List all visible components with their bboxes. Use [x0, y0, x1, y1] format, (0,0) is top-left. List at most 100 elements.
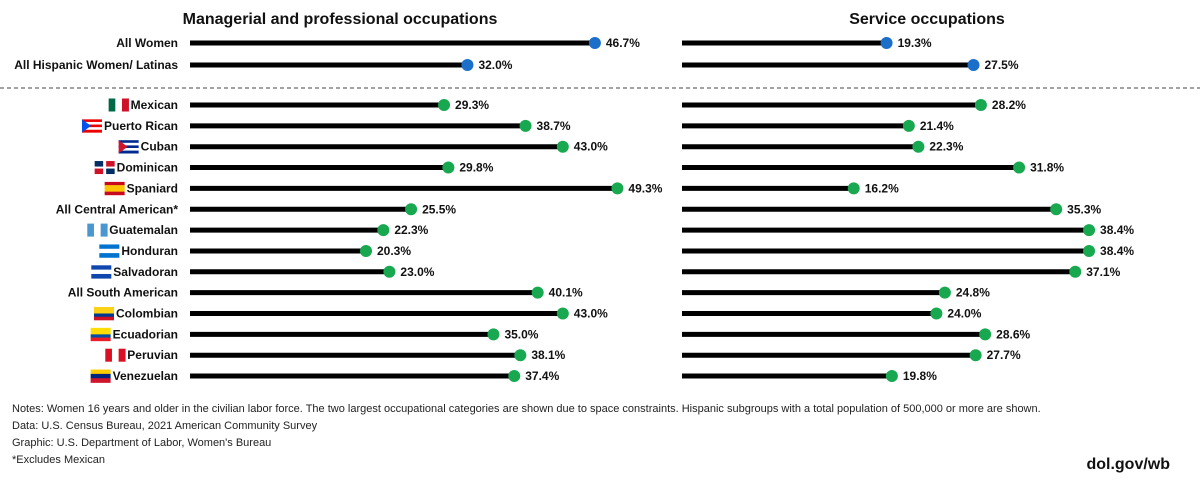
data-label: 46.7%: [606, 36, 640, 50]
data-label: 20.3%: [377, 244, 411, 258]
category-label: Colombian: [116, 307, 178, 321]
data-point: [1083, 224, 1096, 237]
data-point: [556, 307, 569, 320]
panel-title: Service occupations: [849, 11, 1005, 28]
data-label: 32.0%: [478, 58, 512, 72]
chart-row: Cuban 43.0% 22.3%: [141, 140, 964, 154]
category-label: All Central American*: [56, 202, 179, 216]
data-point: [967, 59, 980, 71]
lollipop-chart: Managerial and professional occupations S…: [0, 11, 1200, 383]
data-point: [880, 37, 893, 49]
chart-notes: Notes: Women 16 years and older in the c…: [12, 401, 1092, 469]
data-point: [588, 37, 601, 49]
chart-row: All Central American* 25.5% 35.3%: [56, 202, 1102, 216]
category-label: All South American: [68, 286, 178, 300]
category-label: Guatemalan: [109, 223, 178, 237]
data-label: 23.0%: [400, 265, 434, 279]
data-label: 40.1%: [549, 286, 583, 300]
data-point: [383, 265, 396, 278]
data-point: [930, 307, 943, 320]
data-label: 37.4%: [525, 369, 559, 383]
data-label: 19.8%: [903, 369, 937, 383]
chart-row: Honduran 20.3% 38.4%: [121, 244, 1134, 258]
chart-row: All Hispanic Women/ Latinas 32.0% 27.5%: [14, 58, 1019, 72]
category-label: All Hispanic Women/ Latinas: [14, 58, 178, 72]
brand-url: dol.gov/wb: [1086, 456, 1170, 473]
data-point: [377, 224, 390, 237]
data-label: 19.3%: [898, 36, 932, 50]
data-label: 38.4%: [1100, 223, 1134, 237]
data-point: [531, 286, 544, 299]
data-point: [912, 140, 925, 153]
chart-row: Puerto Rican 38.7% 21.4%: [104, 119, 954, 133]
category-label: Peruvian: [127, 348, 178, 362]
data-point: [1083, 244, 1096, 257]
dominican-republic-flag-icon: [94, 161, 115, 175]
colombia-flag-icon: [94, 307, 114, 321]
data-label: 43.0%: [574, 307, 608, 321]
ecuador-flag-icon: [90, 327, 111, 342]
chart-row: Venezuelan 37.4% 19.8%: [113, 369, 938, 383]
data-point: [514, 349, 527, 362]
data-label: 25.5%: [422, 202, 456, 216]
data-label: 16.2%: [865, 181, 899, 195]
data-label: 49.3%: [628, 181, 662, 195]
category-label: Puerto Rican: [104, 119, 178, 133]
category-label: All Women: [116, 36, 178, 50]
data-label: 24.8%: [956, 286, 990, 300]
chart-row: Salvadoran 23.0% 37.1%: [113, 265, 1120, 279]
chart-row: All South American 40.1% 24.8%: [68, 286, 990, 300]
data-point: [974, 99, 987, 111]
honduras-flag-icon: [99, 244, 120, 258]
data-source: Data: U.S. Census Bureau, 2021 American …: [12, 420, 318, 432]
data-point: [1069, 265, 1082, 278]
category-label: Mexican: [131, 98, 178, 112]
data-label: 29.8%: [459, 161, 493, 175]
data-point: [487, 328, 500, 341]
data-label: 21.4%: [920, 119, 954, 133]
data-point: [902, 119, 915, 132]
data-label: 22.3%: [929, 140, 963, 154]
chart-row: Peruvian 38.1% 27.7%: [127, 348, 1021, 362]
category-label: Salvadoran: [113, 265, 178, 279]
el-salvador-flag-icon: [91, 265, 112, 279]
chart-row: Guatemalan 22.3% 38.4%: [109, 223, 1134, 237]
guatemala-flag-icon: [87, 223, 108, 237]
spain-flag-icon: [104, 181, 125, 196]
chart-row: All Women 46.7% 19.3%: [116, 36, 932, 50]
data-point: [405, 203, 418, 216]
graphic-credit: Graphic: U.S. Department of Labor, Women…: [12, 437, 272, 449]
data-point: [1050, 203, 1063, 216]
venezuela-flag-icon: [90, 369, 111, 383]
data-point: [461, 59, 474, 71]
notes-text: Notes: Women 16 years and older in the c…: [12, 403, 1041, 415]
data-point: [969, 349, 982, 362]
data-point: [1013, 161, 1026, 174]
data-label: 27.5%: [985, 58, 1019, 72]
data-label: 38.1%: [531, 348, 565, 362]
data-label: 43.0%: [574, 140, 608, 154]
data-point: [556, 140, 569, 153]
mexico-flag-icon: [108, 98, 129, 112]
data-point: [438, 99, 451, 111]
data-point: [847, 182, 860, 195]
data-point: [979, 328, 992, 341]
data-point: [519, 119, 532, 132]
data-label: 35.0%: [504, 327, 538, 341]
chart-row: Dominican 29.8% 31.8%: [117, 161, 1065, 175]
data-point: [442, 161, 455, 174]
data-point: [360, 244, 373, 257]
data-point: [938, 286, 951, 299]
data-label: 35.3%: [1067, 202, 1101, 216]
panel-title: Managerial and professional occupations: [183, 11, 498, 28]
chart-row: Ecuadorian 35.0% 28.6%: [113, 327, 1031, 341]
category-label: Cuban: [141, 140, 178, 154]
data-point: [611, 182, 624, 195]
data-label: 24.0%: [947, 307, 981, 321]
category-label: Venezuelan: [113, 369, 178, 383]
data-point: [885, 370, 898, 383]
puerto-rico-flag-icon: [81, 119, 102, 133]
data-point: [508, 370, 521, 383]
peru-flag-icon: [105, 348, 126, 362]
category-label: Honduran: [121, 244, 178, 258]
